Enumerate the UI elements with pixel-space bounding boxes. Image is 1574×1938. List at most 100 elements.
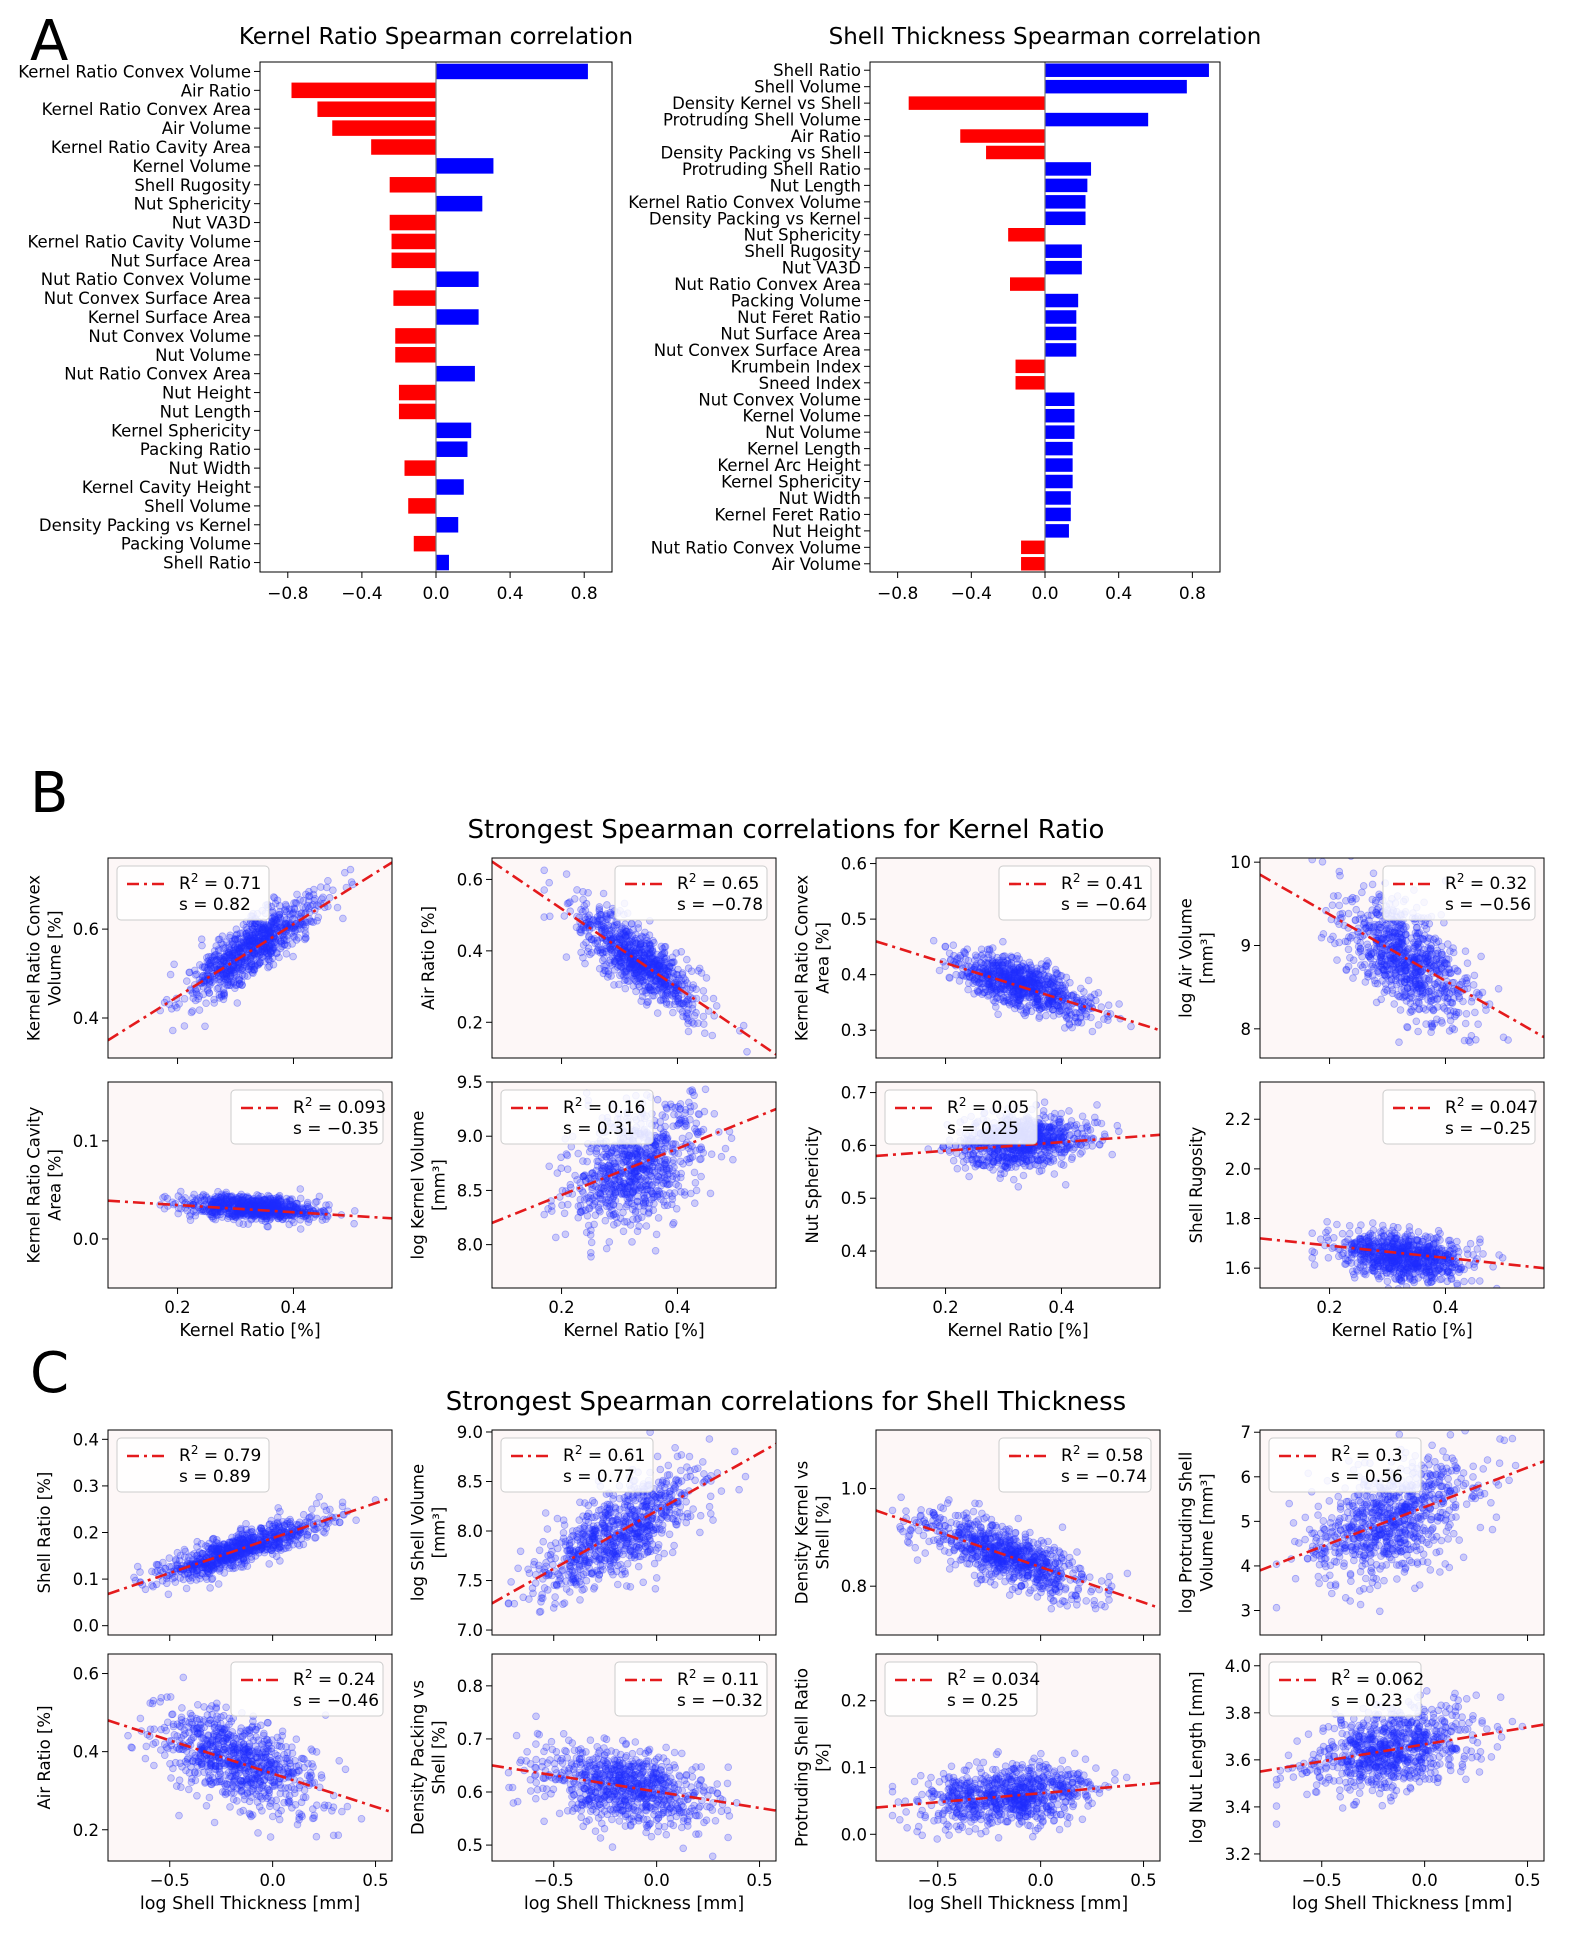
data-point xyxy=(1379,977,1386,984)
x-tick-label: 0.4 xyxy=(280,1298,306,1317)
data-point xyxy=(711,1110,718,1117)
data-point xyxy=(245,1195,252,1202)
data-point xyxy=(313,1198,320,1205)
data-point xyxy=(961,948,968,955)
data-point xyxy=(596,904,603,911)
x-tick-label: −0.4 xyxy=(341,584,382,604)
data-point xyxy=(643,1223,650,1230)
data-point xyxy=(574,887,581,894)
y-tick-label: 0.2 xyxy=(457,1013,483,1032)
data-point xyxy=(193,991,200,998)
data-point xyxy=(606,944,613,951)
data-point xyxy=(268,1214,275,1221)
data-point xyxy=(708,1151,715,1158)
bar xyxy=(1045,508,1071,521)
bar xyxy=(1045,162,1091,175)
data-point xyxy=(1401,979,1408,986)
bar xyxy=(1045,343,1076,356)
bar xyxy=(1045,261,1082,274)
data-point xyxy=(578,906,585,913)
data-point xyxy=(730,1156,737,1163)
s-value: −0.64 xyxy=(1095,895,1147,915)
data-point xyxy=(216,953,223,960)
data-point xyxy=(242,931,249,938)
data-point xyxy=(669,959,676,966)
data-point xyxy=(267,958,274,965)
data-point xyxy=(1422,1007,1429,1014)
data-point xyxy=(1454,967,1461,974)
data-point xyxy=(1475,1021,1482,1028)
bar xyxy=(405,460,436,475)
panel-letter-c: C xyxy=(30,1341,69,1406)
data-point xyxy=(691,1169,698,1176)
data-point xyxy=(563,954,570,961)
bar xyxy=(390,177,436,192)
data-point xyxy=(287,911,294,918)
data-point xyxy=(1450,995,1457,1002)
data-point xyxy=(1067,979,1074,986)
x-tick-label: 0.4 xyxy=(1105,584,1132,604)
data-point xyxy=(691,1012,698,1019)
bar xyxy=(390,215,436,230)
data-point xyxy=(588,936,595,943)
r2-exponent: 2 xyxy=(305,1095,313,1109)
bar xyxy=(1045,442,1073,455)
bar xyxy=(436,309,479,324)
s-eq: = xyxy=(1070,895,1095,915)
data-point xyxy=(1085,977,1092,984)
data-point xyxy=(270,918,277,925)
data-point xyxy=(558,1154,565,1161)
data-point xyxy=(196,1007,203,1014)
data-point xyxy=(678,1170,685,1177)
bar xyxy=(408,498,436,513)
data-point xyxy=(691,1103,698,1110)
r2-exponent: 2 xyxy=(1457,871,1465,885)
data-point xyxy=(930,937,937,944)
x-tick-label: −0.8 xyxy=(877,584,918,604)
s-eq: = xyxy=(686,895,711,915)
bar xyxy=(1045,63,1209,76)
data-point xyxy=(608,1144,615,1151)
data-point xyxy=(1427,945,1434,952)
r2-symbol: R xyxy=(677,874,689,894)
data-point xyxy=(1370,870,1377,877)
y-tick-label: 0.3 xyxy=(841,1021,867,1040)
data-point xyxy=(600,890,607,897)
data-point xyxy=(1043,1012,1050,1019)
data-point xyxy=(1011,1005,1018,1012)
bar xyxy=(1045,458,1073,471)
data-point xyxy=(297,1226,304,1233)
data-point xyxy=(728,1135,735,1142)
data-point xyxy=(713,1003,720,1010)
bar xyxy=(392,234,436,249)
data-point xyxy=(1463,1010,1470,1017)
data-point xyxy=(1415,998,1422,1005)
data-point xyxy=(670,974,677,981)
legend: R2 = 0.41s = −0.64 xyxy=(999,866,1151,920)
data-point xyxy=(202,1023,209,1030)
data-point xyxy=(1472,1009,1479,1016)
data-point xyxy=(1010,994,1017,1001)
s-value: −0.78 xyxy=(711,895,763,915)
s-eq: = xyxy=(302,1119,327,1139)
r2-eq: = xyxy=(312,1098,337,1118)
data-point xyxy=(1413,971,1420,978)
data-point xyxy=(680,1013,687,1020)
data-point xyxy=(270,894,277,901)
data-point xyxy=(683,956,690,963)
data-point xyxy=(561,913,568,920)
x-tick-label: 0.0 xyxy=(1031,584,1058,604)
category-label: Air Ratio xyxy=(181,81,251,100)
bar xyxy=(1045,425,1074,438)
data-point xyxy=(1464,960,1471,967)
data-point xyxy=(677,1158,684,1165)
data-point xyxy=(701,995,708,1002)
bar xyxy=(436,555,449,570)
category-label: Shell Volume xyxy=(144,497,251,516)
data-point xyxy=(211,1000,218,1007)
x-tick-label: 0.0 xyxy=(422,584,449,604)
category-label: Nut Sphericity xyxy=(134,195,252,214)
data-point xyxy=(1402,931,1409,938)
